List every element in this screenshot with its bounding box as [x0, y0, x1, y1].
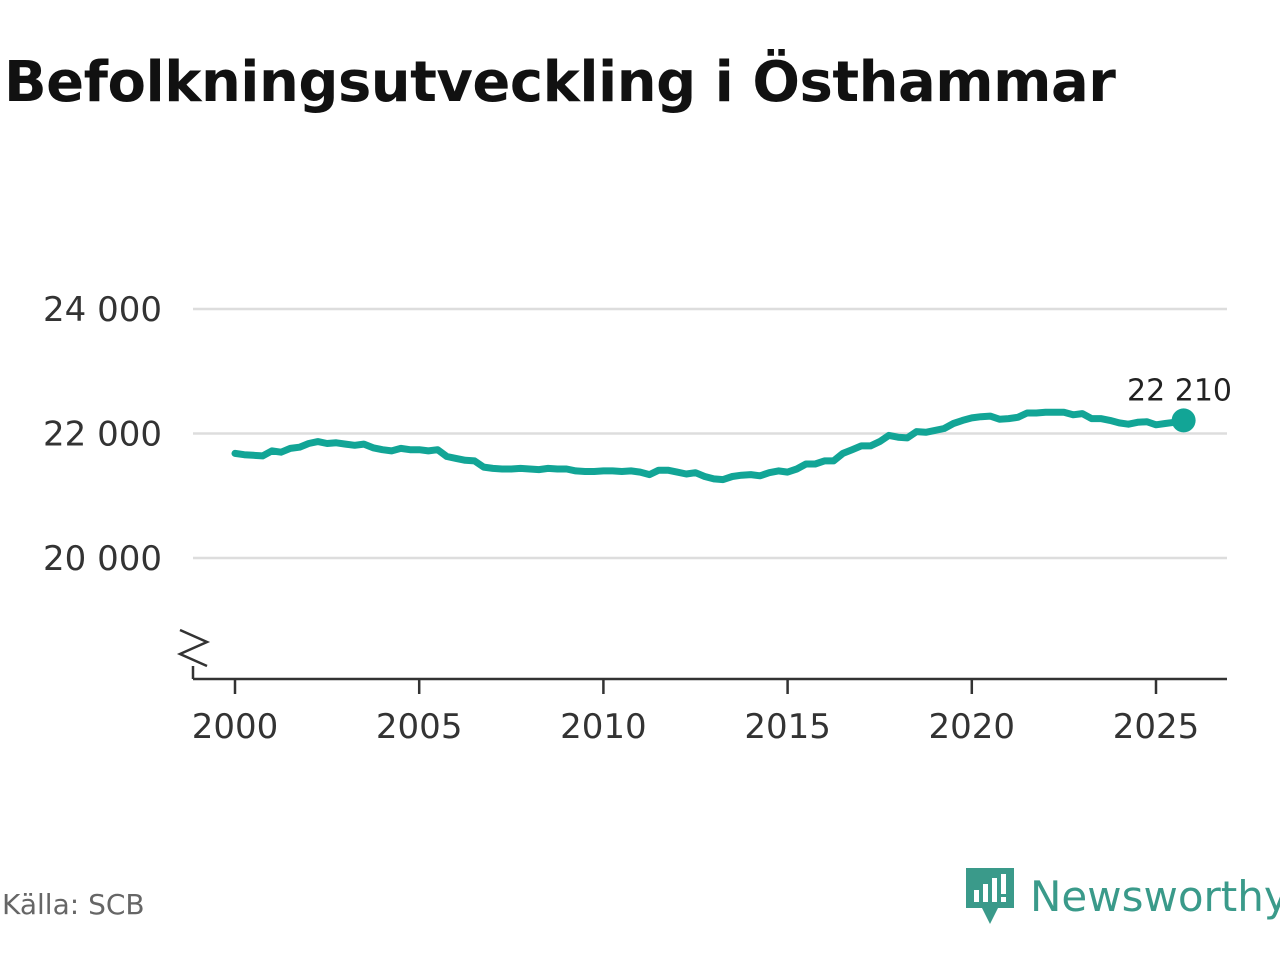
x-axis [176, 628, 1227, 681]
brand-logo: Newsworthy [964, 864, 1280, 928]
x-tick-label: 2005 [376, 707, 463, 747]
x-axis-ticks: 2000 2005 2010 2015 2020 2025 [192, 680, 1200, 747]
axis-break-icon [176, 628, 211, 668]
newsworthy-logo-icon [966, 868, 1014, 924]
end-point-marker [1171, 408, 1196, 433]
y-axis-ticks: 20 000 22 000 24 000 [43, 290, 162, 579]
y-tick-label: 20 000 [43, 539, 162, 579]
source-note: Källa: SCB [2, 888, 145, 921]
grid-lines [193, 307, 1227, 560]
series-line [231, 408, 1188, 484]
series [231, 408, 1188, 484]
chart-title: Befolkningsutveckling i Östhammar [4, 50, 1116, 115]
x-tick-label: 2015 [744, 707, 831, 747]
end-value-label: 22 210 [1127, 373, 1232, 408]
y-tick-label: 24 000 [43, 290, 162, 330]
brand-name: Newsworthy [1030, 871, 1280, 921]
x-tick-label: 2010 [560, 707, 647, 747]
x-tick-label: 2025 [1113, 707, 1200, 747]
x-tick-label: 2020 [929, 707, 1016, 747]
x-tick-label: 2000 [192, 707, 279, 747]
y-tick-label: 22 000 [43, 415, 162, 455]
end-marker-group: 22 210 [1127, 373, 1232, 433]
